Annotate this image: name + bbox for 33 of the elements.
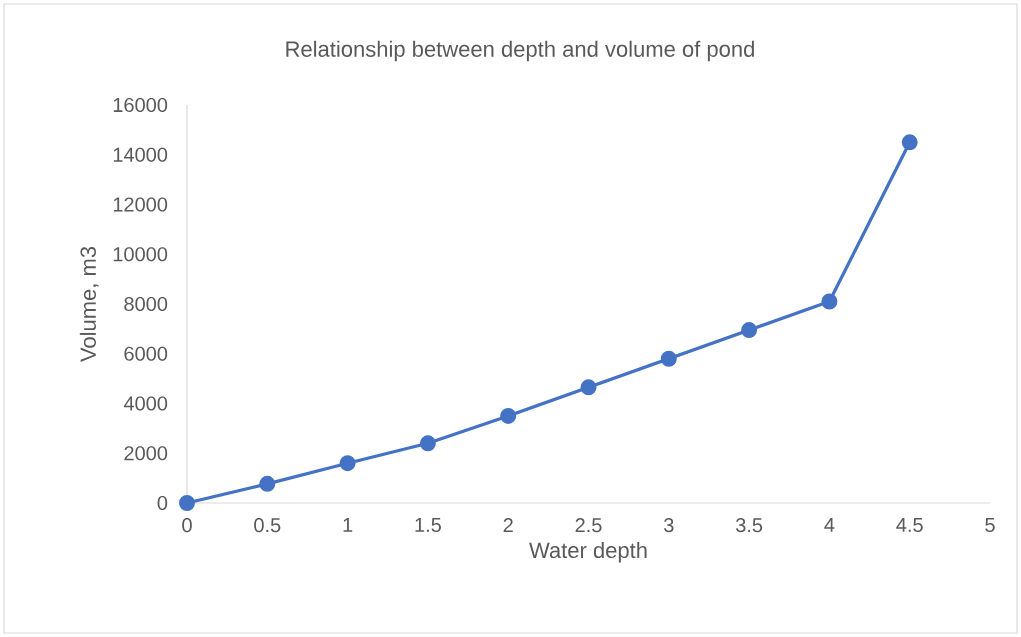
x-tick-label: 2.5	[575, 518, 602, 533]
point	[419, 435, 436, 452]
x-tick-label: 4.5	[896, 518, 923, 533]
y-tick-label: 12000	[113, 197, 168, 212]
x-tick-label: 3	[664, 518, 674, 533]
x-tick-label: 1.5	[415, 518, 441, 533]
x-tick-label: 1	[343, 518, 353, 532]
point	[901, 134, 918, 151]
y-tick-label: 8000	[124, 296, 168, 312]
y-tick-label: 16000	[113, 97, 168, 113]
y-tick-label: 4000	[123, 396, 168, 411]
point	[259, 475, 276, 492]
x-tick-label: 5	[985, 518, 995, 533]
point	[179, 495, 195, 511]
y-tick-label: 0	[157, 495, 168, 511]
point	[580, 379, 597, 396]
y-tick-label: 10000	[113, 247, 168, 262]
x-tick-label: 2	[503, 518, 513, 533]
x-tick-label: 0	[182, 518, 192, 533]
x-tick-label: 0.5	[254, 518, 281, 533]
x-axis-title: Water depth	[529, 541, 647, 563]
y-tick-label: 14000	[113, 147, 168, 162]
x-tick-label: 4	[824, 518, 835, 532]
point	[821, 293, 838, 310]
point	[741, 322, 758, 339]
x-tick-label: 3.5	[735, 518, 763, 533]
chart-title: Relationship between depth and volume of pond	[286, 40, 754, 62]
point	[339, 455, 356, 472]
y-tick-label: 6000	[124, 346, 168, 361]
y-axis-title: Volume, m3	[79, 246, 99, 362]
point	[660, 350, 677, 367]
y-tick-label: 2000	[124, 446, 168, 461]
point	[500, 407, 517, 424]
